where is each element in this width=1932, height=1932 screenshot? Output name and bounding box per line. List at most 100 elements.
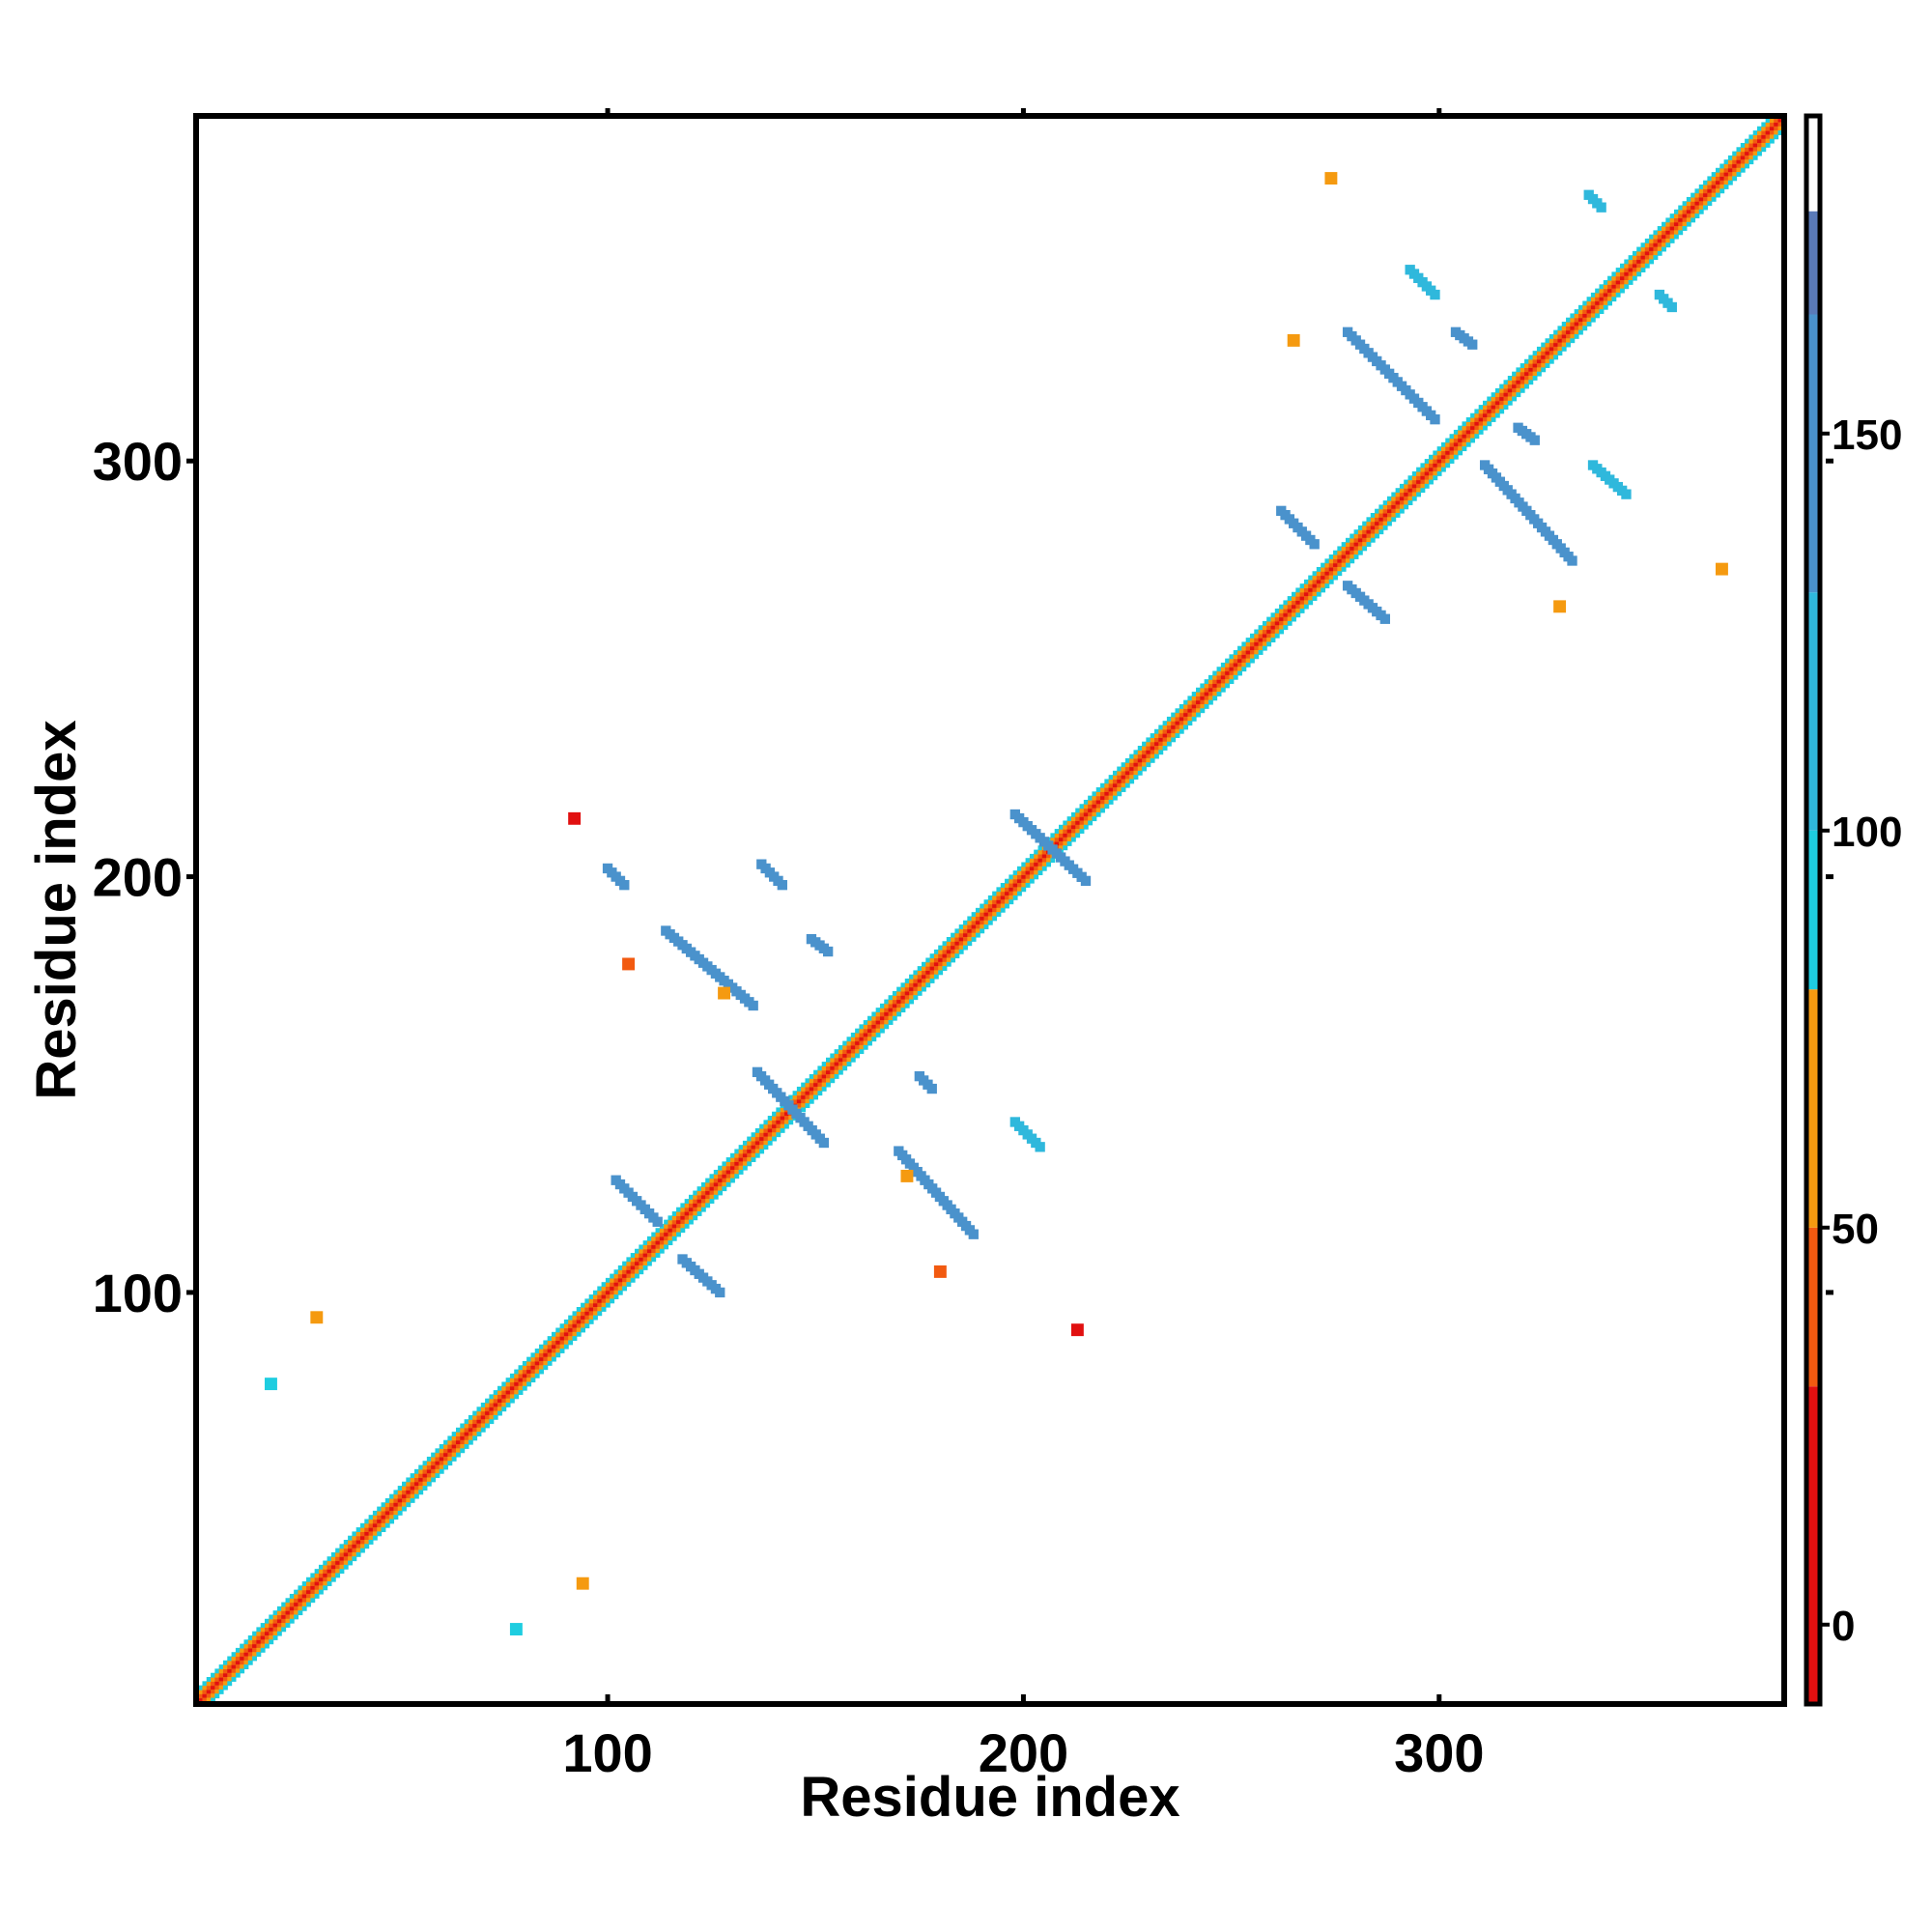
- diagonal-cell: [1482, 421, 1488, 427]
- diagonal-cell: [493, 1410, 498, 1416]
- diagonal-cell: [738, 1152, 744, 1158]
- diagonal-cell: [1429, 470, 1434, 476]
- diagonal-cell: [871, 1037, 877, 1042]
- diagonal-cell: [1241, 662, 1247, 668]
- diagonal-cell: [817, 1073, 823, 1079]
- diagonal-cell: [377, 1531, 383, 1537]
- diagonal-cell: [1179, 703, 1184, 709]
- diagonal-cell: [426, 1481, 432, 1487]
- diagonal-cell: [1025, 870, 1031, 876]
- diagonal-cell: [406, 1481, 412, 1487]
- diagonal-cell: [1740, 151, 1746, 156]
- diagonal-cell: [1532, 367, 1538, 373]
- diagonal-cell: [664, 1219, 669, 1225]
- diagonal-cell: [243, 1647, 249, 1653]
- diagonal-cell: [983, 907, 989, 913]
- diagonal-cell: [211, 1697, 215, 1703]
- diagonal-cell: [1574, 326, 1579, 331]
- diagonal-cell: [568, 1331, 574, 1337]
- diagonal-cell: [451, 1432, 457, 1437]
- diagonal-cell: [954, 941, 960, 947]
- diagonal-cell: [1362, 546, 1368, 552]
- diagonal-cell: [1503, 387, 1509, 393]
- diagonal-cell: [1262, 629, 1267, 635]
- diagonal-cell: [759, 1127, 765, 1133]
- diagonal-cell: [281, 1610, 287, 1616]
- diagonal-cell: [1079, 829, 1085, 834]
- diagonal-cell: [1424, 483, 1430, 489]
- diagonal-cell: [863, 1032, 868, 1037]
- diagonal-cell: [709, 1199, 715, 1205]
- diagonal-cell: [1516, 367, 1521, 373]
- diagonal-cell: [1586, 297, 1592, 302]
- diagonal-cell: [630, 1273, 636, 1279]
- diagonal-cell: [1378, 508, 1384, 514]
- diagonal-cell: [1582, 304, 1588, 310]
- diagonal-cell: [1624, 271, 1630, 277]
- diagonal-cell: [1736, 159, 1742, 165]
- diagonal-cell: [700, 1199, 706, 1205]
- diagonal-cell: [813, 1069, 818, 1075]
- diagonal-cell: [676, 1223, 681, 1229]
- diagonal-cell: [222, 1677, 228, 1682]
- diagonal-cell: [1162, 746, 1168, 751]
- diagonal-cell: [314, 1569, 320, 1575]
- diagonal-cell: [1037, 849, 1043, 855]
- diagonal-cell: [1407, 483, 1413, 489]
- diagonal-cell: [593, 1298, 598, 1304]
- diagonal-cell: [1375, 533, 1379, 539]
- diagonal-cell: [489, 1394, 495, 1400]
- diagonal-cell: [327, 1564, 332, 1570]
- colorbar-segment: [1806, 211, 1820, 315]
- diagonal-cell: [518, 1373, 524, 1378]
- diagonal-cell: [1507, 387, 1513, 393]
- diagonal-cell: [1220, 679, 1226, 685]
- diagonal-cell: [867, 1040, 872, 1046]
- diagonal-cell: [1603, 292, 1608, 298]
- diagonal-cell: [892, 1003, 897, 1009]
- diagonal-cell: [276, 1605, 282, 1611]
- diagonal-cell: [1703, 185, 1708, 189]
- diagonal-cell: [306, 1593, 311, 1599]
- diagonal-cell: [1411, 496, 1417, 501]
- diagonal-cell: [260, 1643, 266, 1649]
- diagonal-cell: [526, 1360, 532, 1366]
- diagonal-cell: [1657, 234, 1662, 240]
- diagonal-cell: [260, 1631, 266, 1636]
- diagonal-cell: [406, 1502, 412, 1508]
- diagonal-cell: [929, 961, 935, 967]
- diagonal-cell: [198, 1685, 204, 1690]
- diagonal-cell: [1133, 775, 1139, 781]
- diagonal-cell: [301, 1605, 307, 1611]
- diagonal-cell: [1079, 816, 1085, 822]
- diagonal-cell: [439, 1456, 444, 1462]
- diagonal-cell: [722, 1165, 727, 1171]
- diagonal-cell: [1117, 775, 1122, 781]
- diagonal-cell: [1245, 645, 1251, 651]
- diagonal-cell: [859, 1040, 865, 1046]
- diagonal-cell: [1146, 753, 1151, 759]
- diagonal-cell: [1353, 542, 1359, 548]
- diagonal-cell: [1669, 230, 1675, 236]
- diagonal-cell: [402, 1481, 407, 1487]
- diagonal-cell: [218, 1664, 224, 1670]
- diagonal-cell: [493, 1398, 498, 1404]
- diagonal-cell: [1350, 537, 1355, 543]
- diagonal-cell: [218, 1681, 224, 1687]
- diagonal-cell: [443, 1461, 448, 1466]
- diagonal-cell: [426, 1461, 432, 1466]
- diagonal-cell: [951, 936, 956, 942]
- diagonal-cell: [1208, 683, 1213, 689]
- diagonal-cell: [1266, 641, 1272, 647]
- diagonal-cell: [626, 1273, 632, 1279]
- diagonal-cell: [393, 1515, 399, 1520]
- diagonal-cell: [1233, 658, 1238, 664]
- diagonal-cell: [975, 932, 980, 938]
- diagonal-cell: [1100, 795, 1105, 801]
- diagonal-cell: [1404, 496, 1409, 501]
- diagonal-cell: [742, 1161, 748, 1167]
- diagonal-cell: [1341, 562, 1347, 568]
- diagonal-cell: [975, 907, 980, 913]
- diagonal-cell: [455, 1427, 461, 1433]
- diagonal-cell: [343, 1564, 349, 1570]
